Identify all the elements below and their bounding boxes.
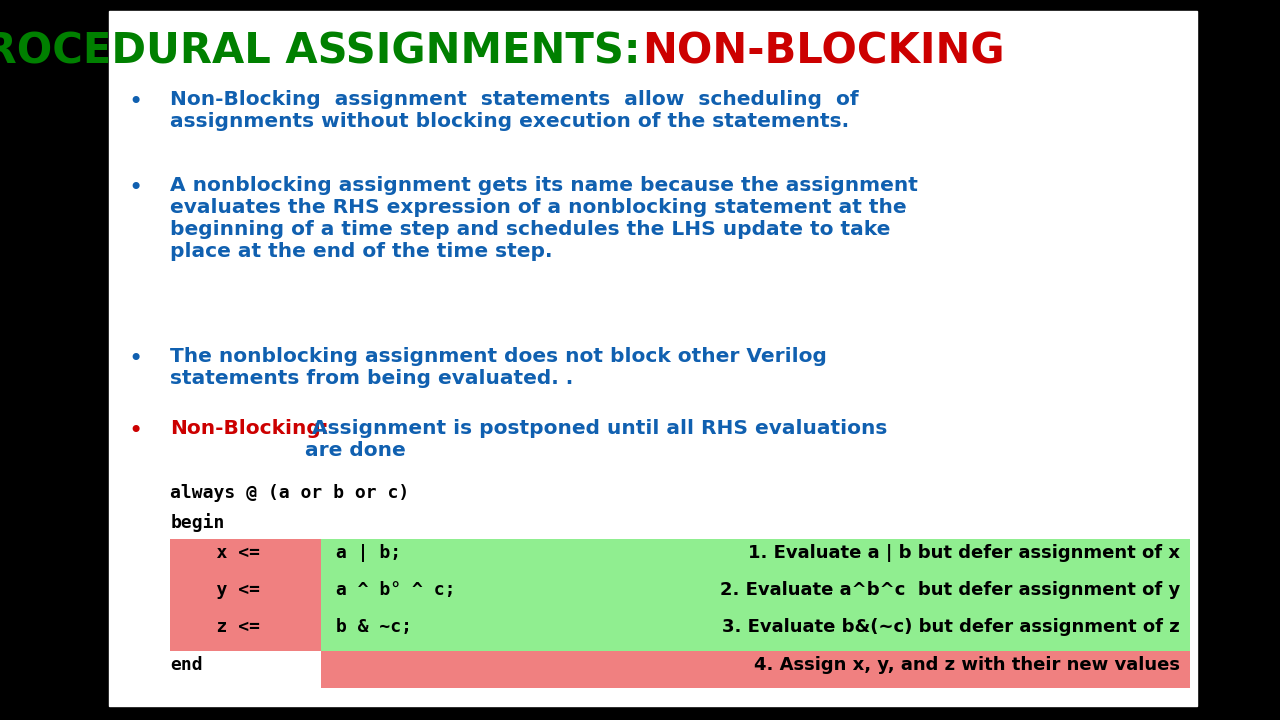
FancyBboxPatch shape bbox=[170, 576, 321, 613]
Text: The nonblocking assignment does not block other Verilog
statements from being ev: The nonblocking assignment does not bloc… bbox=[170, 347, 827, 388]
Text: 2. Evaluate a^b^c  but defer assignment of y: 2. Evaluate a^b^c but defer assignment o… bbox=[719, 581, 1180, 599]
Text: a ^ b° ^ c;: a ^ b° ^ c; bbox=[325, 581, 456, 599]
Text: PROCEDURAL ASSIGNMENTS:: PROCEDURAL ASSIGNMENTS: bbox=[0, 31, 640, 73]
Text: x <=: x <= bbox=[173, 544, 260, 562]
Text: A nonblocking assignment gets its name because the assignment
evaluates the RHS : A nonblocking assignment gets its name b… bbox=[170, 176, 918, 261]
Text: always @ (a or b or c): always @ (a or b or c) bbox=[170, 484, 410, 502]
Text: •: • bbox=[128, 347, 142, 371]
FancyBboxPatch shape bbox=[170, 539, 321, 576]
FancyBboxPatch shape bbox=[321, 539, 1190, 576]
Text: •: • bbox=[128, 419, 142, 443]
Text: y <=: y <= bbox=[173, 581, 260, 599]
Text: 1. Evaluate a | b but defer assignment of x: 1. Evaluate a | b but defer assignment o… bbox=[749, 544, 1180, 562]
Text: Assignment is postponed until all RHS evaluations
are done: Assignment is postponed until all RHS ev… bbox=[305, 419, 887, 460]
FancyBboxPatch shape bbox=[321, 576, 1190, 613]
Text: NON-BLOCKING: NON-BLOCKING bbox=[643, 31, 1005, 73]
Text: end: end bbox=[170, 656, 202, 674]
Text: b & ~c;: b & ~c; bbox=[325, 618, 412, 636]
Text: 4. Assign x, y, and z with their new values: 4. Assign x, y, and z with their new val… bbox=[754, 656, 1180, 674]
Text: 3. Evaluate b&(~c) but defer assignment of z: 3. Evaluate b&(~c) but defer assignment … bbox=[722, 618, 1180, 636]
FancyBboxPatch shape bbox=[321, 613, 1190, 651]
Text: z <=: z <= bbox=[173, 618, 260, 636]
Text: •: • bbox=[128, 90, 142, 114]
FancyBboxPatch shape bbox=[170, 613, 321, 651]
Text: •: • bbox=[128, 176, 142, 200]
Text: a | b;: a | b; bbox=[325, 544, 401, 562]
Text: Non-Blocking:: Non-Blocking: bbox=[170, 419, 329, 438]
FancyBboxPatch shape bbox=[321, 651, 1190, 688]
Text: Non-Blocking  assignment  statements  allow  scheduling  of
assignments without : Non-Blocking assignment statements allow… bbox=[170, 90, 859, 131]
Text: begin: begin bbox=[170, 513, 224, 531]
